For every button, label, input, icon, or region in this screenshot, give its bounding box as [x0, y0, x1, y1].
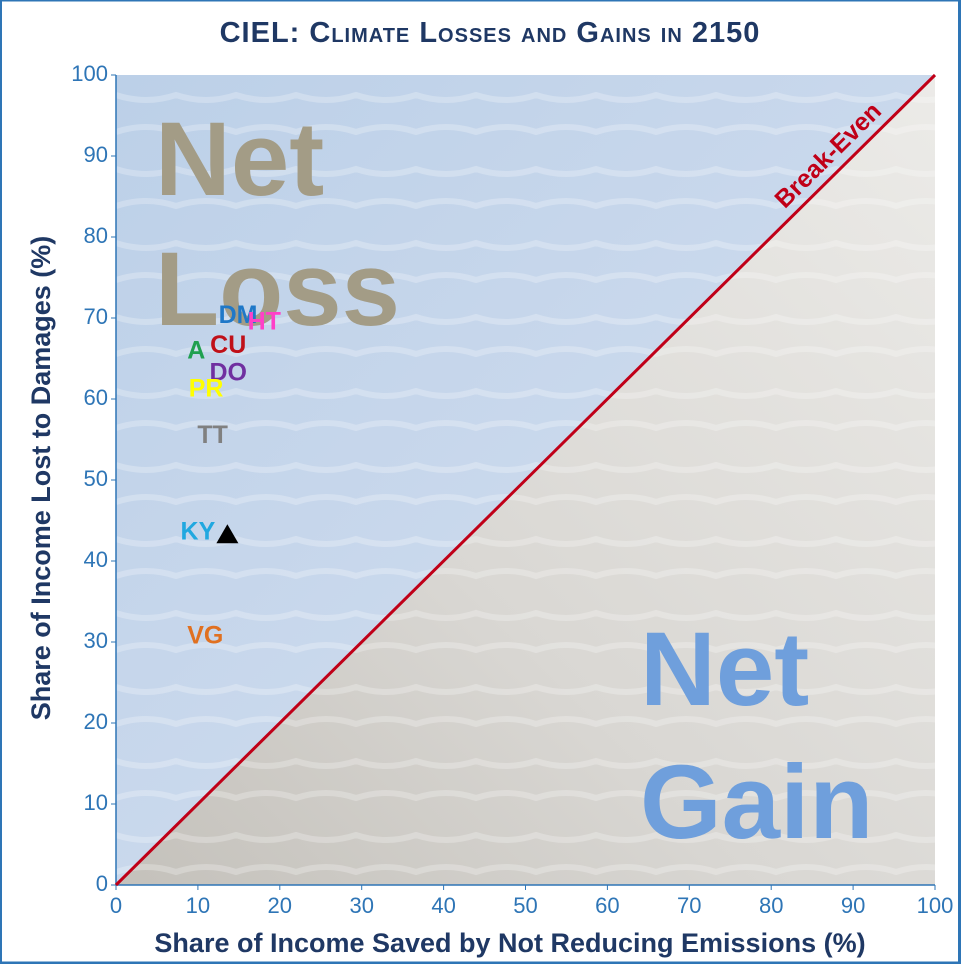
- y-tick-label: 30: [84, 628, 108, 653]
- y-tick-label: 60: [84, 385, 108, 410]
- x-tick-label: 70: [677, 893, 701, 918]
- y-tick-label: 40: [84, 547, 108, 572]
- x-tick-label: 90: [841, 893, 865, 918]
- x-tick-label: 30: [349, 893, 373, 918]
- y-tick-label: 10: [84, 790, 108, 815]
- x-tick-label: 10: [186, 893, 210, 918]
- region-label: Net: [155, 101, 324, 218]
- x-tick-label: 50: [513, 893, 537, 918]
- x-tick-label: 20: [268, 893, 292, 918]
- x-tick-label: 0: [110, 893, 122, 918]
- point-label: CU: [210, 331, 246, 359]
- x-tick-label: 80: [759, 893, 783, 918]
- y-tick-label: 70: [84, 304, 108, 329]
- y-tick-label: 20: [84, 709, 108, 734]
- x-tick-label: 60: [595, 893, 619, 918]
- y-tick-label: 90: [84, 142, 108, 167]
- chart-title: CIEL: Climate Losses and Gains in 2150: [220, 17, 761, 49]
- point-label: KY: [181, 517, 216, 545]
- chart: CIEL: Climate Losses and Gains in 2150 S…: [0, 0, 961, 964]
- region-label: Gain: [640, 744, 873, 861]
- point-label: PR: [189, 375, 224, 403]
- y-tick-label: 50: [84, 466, 108, 491]
- y-axis-label: Share of Income Lost to Damages (%): [26, 236, 56, 721]
- point-label: HT: [248, 307, 281, 335]
- point-label: VG: [187, 622, 223, 650]
- x-axis-label: Share of Income Saved by Not Reducing Em…: [154, 928, 865, 958]
- region-label: Net: [640, 611, 809, 728]
- x-tick-label: 40: [431, 893, 455, 918]
- y-tick-label: 80: [84, 223, 108, 248]
- y-tick-label: 100: [71, 61, 108, 86]
- point-label: A: [187, 337, 205, 365]
- y-tick-label: 0: [96, 871, 108, 896]
- point-label: TT: [197, 421, 228, 449]
- x-tick-label: 100: [917, 893, 954, 918]
